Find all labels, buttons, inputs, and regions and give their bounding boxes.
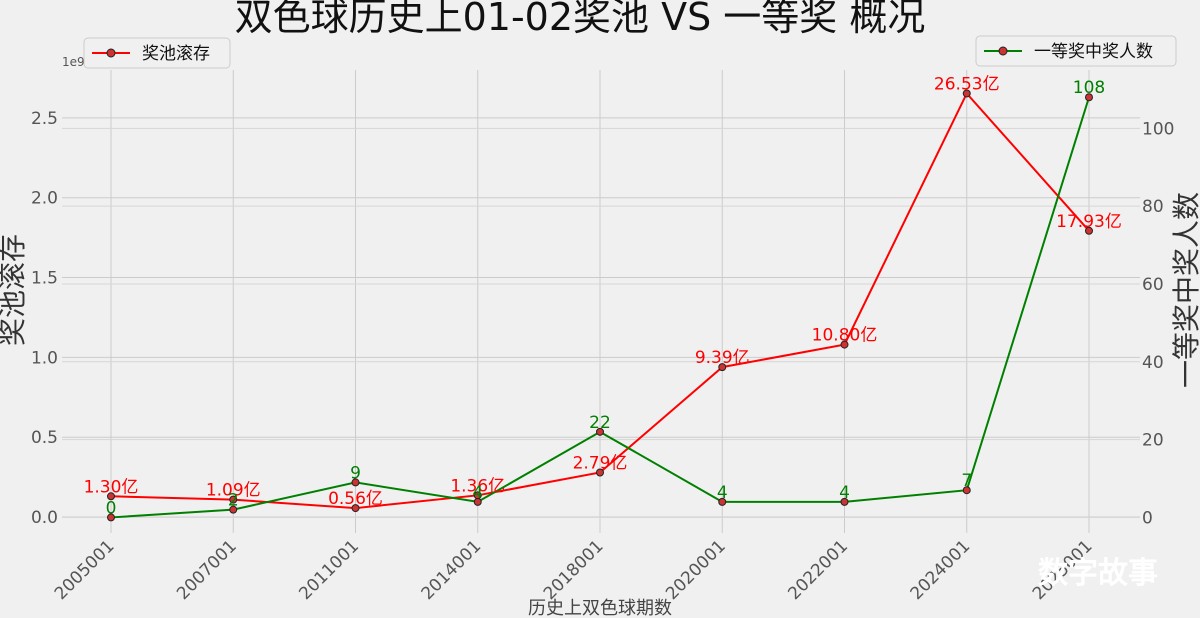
legend-right: 一等奖中奖人数 bbox=[975, 35, 1177, 67]
data-label-winners: 108 bbox=[1073, 78, 1105, 98]
data-label-winners: 4 bbox=[472, 483, 483, 503]
data-point-winners bbox=[596, 427, 604, 436]
data-point-winners bbox=[473, 497, 482, 506]
y-left-axis-label: 奖池滚存 bbox=[0, 234, 29, 346]
data-labels: 1.30亿 1.09亿 0.56亿 1.36亿 2.79亿 9.39亿 10.80亿 26.5… bbox=[84, 74, 1122, 518]
data-point-pool bbox=[229, 495, 238, 504]
data-label-pool: 1.09亿 bbox=[206, 481, 261, 501]
x-tick-label: 2022001 bbox=[784, 536, 852, 604]
x-tick-label: 2018001 bbox=[540, 536, 608, 604]
data-point-pool bbox=[107, 492, 115, 501]
y-left-tick-label: 1.0 bbox=[31, 348, 58, 368]
data-point-pool bbox=[596, 468, 604, 477]
data-label-winners: 9 bbox=[350, 463, 361, 483]
y-left-tick-label: 0.5 bbox=[31, 428, 58, 448]
y-right-tick-label: 40 bbox=[1142, 353, 1164, 373]
data-point-pool bbox=[1085, 226, 1093, 235]
grid bbox=[62, 70, 1140, 533]
data-label-pool: 0.56亿 bbox=[328, 489, 383, 509]
data-point-pool bbox=[840, 340, 849, 349]
series-lines bbox=[107, 89, 1093, 522]
data-label-winners: 0 bbox=[106, 498, 117, 518]
data-label-winners: 2 bbox=[228, 491, 239, 511]
data-label-pool: 1.30亿 bbox=[84, 477, 139, 497]
data-point-pool bbox=[718, 363, 727, 372]
data-label-pool: 9.39亿 bbox=[695, 348, 750, 368]
legend-right-label: 一等奖中奖人数 bbox=[1034, 42, 1153, 62]
y-left-tick-label: 2.0 bbox=[31, 189, 58, 209]
data-point-pool bbox=[962, 89, 971, 98]
y-right-tick-label: 0 bbox=[1142, 508, 1153, 528]
y-right-tick-label: 20 bbox=[1142, 431, 1164, 451]
data-label-pool: 26.53亿 bbox=[934, 74, 1000, 94]
data-label-pool: 2.79亿 bbox=[573, 453, 628, 473]
data-label-winners: 4 bbox=[839, 483, 850, 503]
y-right-tick-label: 100 bbox=[1142, 119, 1174, 139]
data-label-pool: 1.36亿 bbox=[450, 476, 505, 496]
y-left-offset-text: 1e9 bbox=[62, 55, 85, 69]
data-point-winners bbox=[962, 486, 971, 495]
x-tick-label: 2011001 bbox=[295, 536, 363, 604]
data-point-winners bbox=[1085, 93, 1093, 102]
y-right-axis-label: 一等奖中奖人数 bbox=[1170, 192, 1200, 388]
legend-left-label: 奖池滚存 bbox=[142, 44, 210, 64]
x-tick-label: 2024001 bbox=[907, 536, 975, 604]
data-point-pool bbox=[351, 504, 360, 513]
chart-title: 双色球历史上01-02奖池 VS 一等奖 概况 bbox=[235, 0, 926, 39]
data-point-winners bbox=[229, 505, 238, 514]
y-left-tick-label: 2.5 bbox=[31, 109, 58, 129]
x-tick-label: 2014001 bbox=[418, 536, 486, 604]
data-point-winners bbox=[718, 497, 727, 506]
data-point-winners bbox=[351, 478, 360, 487]
legend-right-marker bbox=[998, 46, 1008, 56]
y-left-tick-label: 0.0 bbox=[31, 508, 58, 528]
y-right-tick-label: 60 bbox=[1142, 275, 1164, 295]
legend-left-marker bbox=[106, 48, 116, 58]
y-right-tick-label: 80 bbox=[1142, 197, 1164, 217]
data-point-winners bbox=[107, 513, 115, 522]
x-tick-label: 2005001 bbox=[51, 536, 119, 604]
axes: 2005001 2007001 2011001 2014001 2018001 20200… bbox=[31, 109, 1175, 604]
data-label-winners: 22 bbox=[589, 413, 611, 433]
data-label-pool: 10.80亿 bbox=[812, 326, 878, 346]
data-label-winners: 4 bbox=[717, 483, 728, 503]
x-tick-label: 2007001 bbox=[173, 536, 241, 604]
data-label-pool: 17.93亿 bbox=[1056, 212, 1122, 232]
x-tick-label: 2020001 bbox=[662, 536, 730, 604]
data-label-winners: 7 bbox=[961, 471, 972, 491]
x-axis-label: 历史上双色球期数 bbox=[528, 598, 672, 618]
watermark: 数字故事 bbox=[1038, 556, 1158, 591]
legend-left: 奖池滚存 bbox=[83, 37, 231, 69]
y-left-tick-label: 1.5 bbox=[31, 269, 58, 289]
data-point-winners bbox=[840, 497, 849, 506]
